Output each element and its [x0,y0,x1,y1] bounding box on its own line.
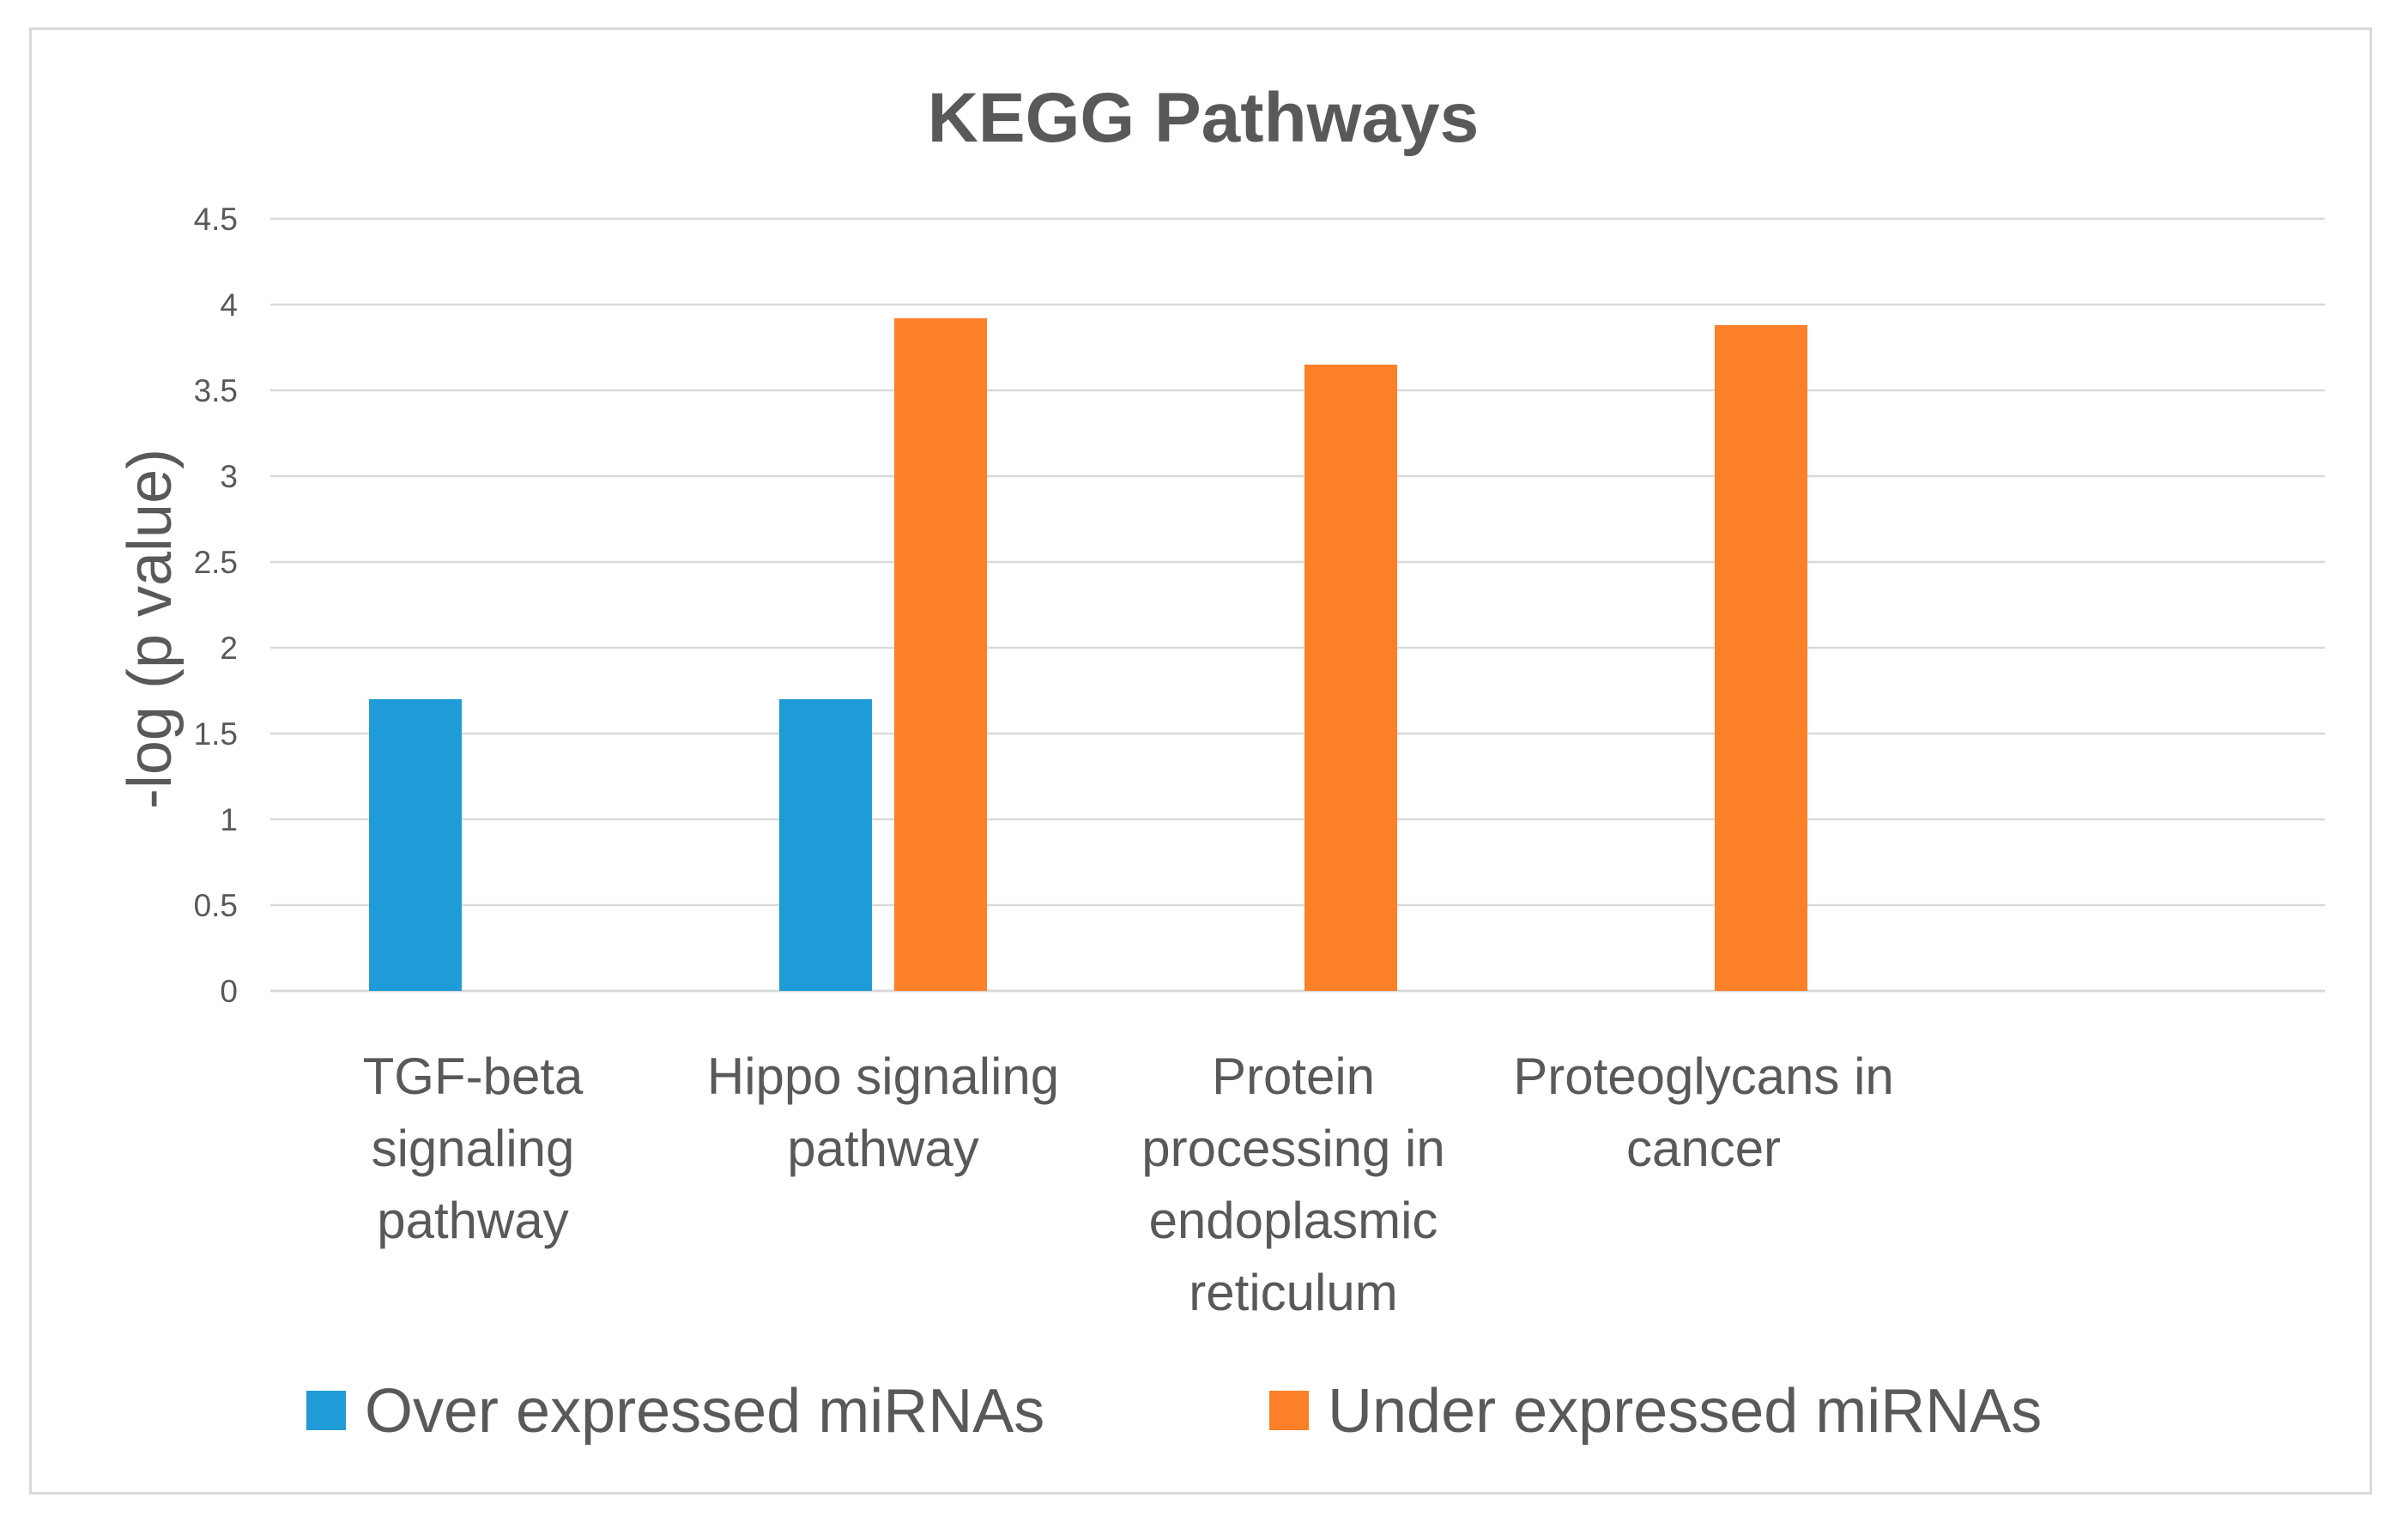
bars [369,318,1807,991]
legend-label-under: Under expressed miRNAs [1328,1377,2042,1446]
x-category-label-line: reticulum [1189,1264,1397,1321]
x-category-label-line: TGF-beta [363,1048,584,1105]
bar-under-3 [1715,325,1807,991]
bar-over-1 [779,699,872,991]
chart: KEGG Pathways 0 0.5 1 1.5 2 2.5 3 3.5 4 4.5 -log … [116,79,2325,1446]
x-category-label-line: Protein [1212,1048,1375,1105]
chart-title: KEGG Pathways [928,79,1480,157]
x-category-label: Protein processing in endoplasmic reticulum [1141,1048,1445,1321]
y-tick-label: 3.5 [194,373,238,408]
x-category-label: Proteoglycans in cancer [1513,1048,1894,1177]
gridlines [270,217,2325,993]
y-tick-label: 3 [220,459,238,494]
legend-swatch-over [306,1391,346,1430]
x-category-label: Hippo signaling pathway [707,1048,1059,1177]
x-category-label-line: signaling [372,1120,575,1177]
x-category-label-line: cancer [1626,1120,1781,1177]
chart-frame: KEGG Pathways 0 0.5 1 1.5 2 2.5 3 3.5 4 4.5 -log … [29,27,2372,1495]
y-tick-label: 2 [220,631,238,666]
bar-over-0 [369,699,462,991]
y-tick-label: 2.5 [194,545,238,580]
x-category-labels: TGF-beta signaling pathway Hippo signaling p… [363,1048,1894,1321]
x-category-label-line: Proteoglycans in [1513,1048,1894,1105]
y-tick-label: 4.5 [194,202,238,237]
x-category-label-line: processing in [1141,1120,1445,1177]
y-tick-label: 4 [220,287,238,323]
y-tick-label: 0 [220,974,238,1009]
x-category-label: TGF-beta signaling pathway [363,1048,584,1249]
x-category-label-line: endoplasmic [1149,1192,1438,1249]
y-tick-label: 1 [220,802,238,837]
y-tick-label: 0.5 [194,888,238,923]
legend-swatch-under [1269,1391,1309,1430]
x-category-label-line: pathway [787,1120,978,1177]
legend-label-over: Over expressed miRNAs [365,1377,1044,1446]
x-category-label-line: pathway [377,1192,568,1249]
y-tick-labels: 0 0.5 1 1.5 2 2.5 3 3.5 4 4.5 [194,202,238,1009]
y-axis-label: -log (p value) [116,449,185,809]
legend: Over expressed miRNAs Under expressed miR… [306,1377,2042,1446]
y-tick-label: 1.5 [194,716,238,752]
bar-under-2 [1304,365,1397,991]
bar-under-1 [894,318,987,991]
x-category-label-line: Hippo signaling [707,1048,1059,1105]
